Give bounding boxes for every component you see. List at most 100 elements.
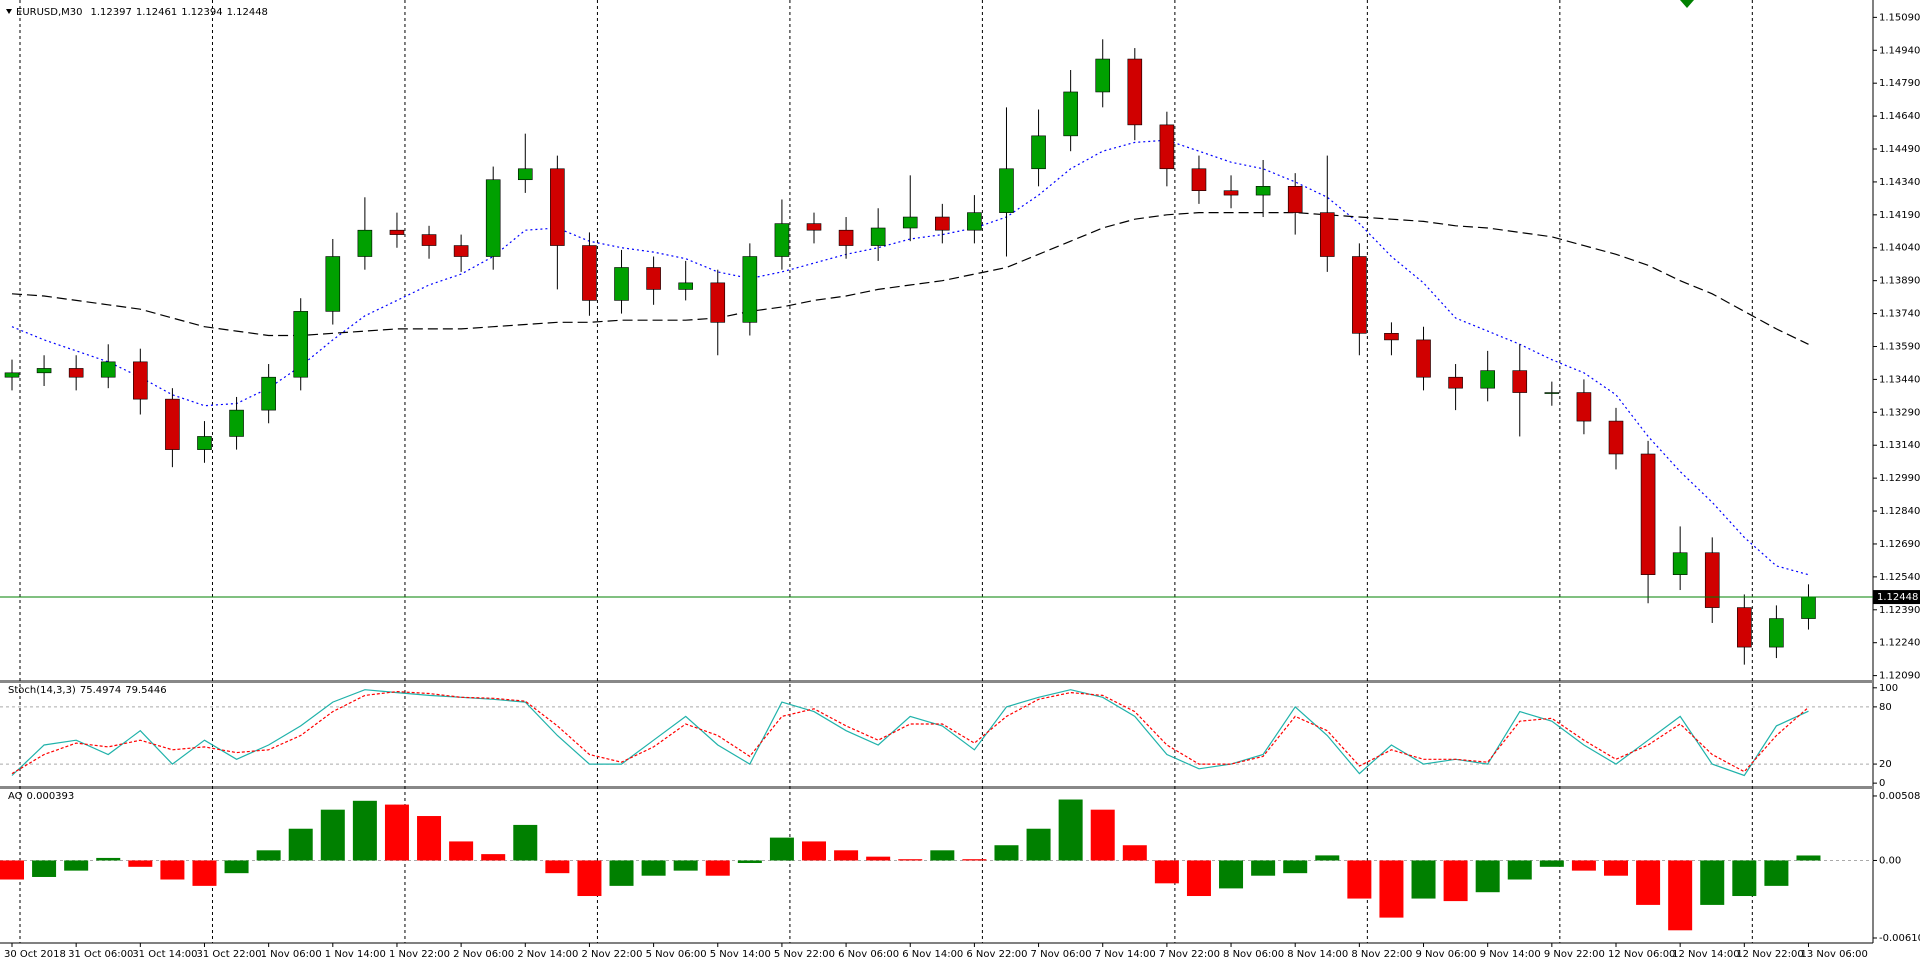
x-tick-label: 12 Nov 06:00 (1608, 949, 1675, 960)
panel-separator (0, 680, 1873, 683)
y-tick-label: -0.006107 (1879, 933, 1920, 944)
bar (160, 860, 185, 880)
indicator-line (11, 212, 1809, 345)
candle-body (582, 245, 597, 301)
x-tick-label: 13 Nov 06:00 (1800, 949, 1867, 960)
bar (994, 845, 1019, 861)
indicator-value: 79.5446 (125, 685, 166, 696)
bar (384, 804, 409, 861)
bar (866, 856, 891, 861)
bar (1251, 860, 1276, 876)
y-tick-label: 1.12990 (1879, 473, 1920, 484)
candle-body (517, 168, 533, 181)
bar (1443, 860, 1468, 902)
bar (609, 860, 634, 886)
x-tick-label: 1 Nov 22:00 (389, 949, 450, 960)
indicator-title: AO 0.000393 (8, 791, 74, 802)
y-tick-label: 80 (1879, 702, 1892, 713)
candle-body (646, 267, 661, 290)
y-tick-label: 1.12540 (1879, 572, 1920, 583)
candle-body (1384, 333, 1399, 341)
bar (256, 850, 281, 861)
bar (737, 860, 762, 864)
candle-body (1191, 168, 1207, 191)
candle-body (453, 245, 469, 257)
candle-body (485, 179, 501, 257)
candle-body (1255, 186, 1271, 196)
candle-body (1063, 91, 1078, 137)
x-tick-label: 7 Nov 22:00 (1159, 949, 1220, 960)
candle-body (229, 409, 244, 437)
candle-body (678, 282, 693, 290)
candle-body (1287, 186, 1303, 213)
candle-body (389, 229, 405, 235)
candle-body (742, 256, 758, 323)
x-tick-label: 1 Nov 14:00 (325, 949, 386, 960)
indicator-value: 0.000393 (27, 791, 75, 802)
bar (449, 841, 474, 861)
bar (288, 828, 313, 861)
indicator-name: Stoch(14,3,3) (8, 685, 76, 696)
candle-body (935, 216, 950, 231)
y-tick-label: 1.12240 (1879, 638, 1920, 649)
y-tick-label: 1.12390 (1879, 605, 1920, 616)
candle-body (293, 311, 309, 378)
candle-body (1801, 596, 1816, 619)
bar (1700, 860, 1725, 905)
bar (417, 816, 442, 861)
bar (224, 860, 249, 874)
y-tick-label: 1.14790 (1879, 78, 1920, 89)
candle-body (1319, 212, 1335, 257)
x-tick-label: 5 Nov 14:00 (710, 949, 771, 960)
y-tick-label: 0.00508 (1879, 791, 1920, 802)
y-tick-label: 1.12090 (1879, 671, 1920, 682)
y-tick-label: 1.14490 (1879, 144, 1920, 155)
x-tick-label: 12 Nov 14:00 (1672, 949, 1739, 960)
y-tick-label: 0 (1879, 778, 1885, 789)
x-tick-label: 2 Nov 14:00 (517, 949, 578, 960)
candle-body (1576, 392, 1592, 422)
candle-body (870, 227, 886, 246)
bar (1796, 855, 1821, 861)
bar (641, 860, 666, 876)
bar (1283, 860, 1308, 874)
candle-body (1480, 370, 1495, 389)
candle-body (261, 376, 276, 411)
bar (1090, 809, 1115, 861)
candle-body (1640, 453, 1656, 575)
bar (1379, 860, 1404, 918)
header-value: 1.12397 (90, 7, 131, 18)
bar (481, 854, 506, 861)
y-tick-label: 1.13140 (1879, 440, 1920, 451)
x-tick-label: 6 Nov 22:00 (966, 949, 1027, 960)
y-tick-label: 0.00 (1879, 855, 1901, 866)
candle-body (100, 361, 116, 378)
bar (1764, 860, 1789, 886)
candle-body (1672, 552, 1688, 575)
y-tick-label: 1.15090 (1879, 12, 1920, 23)
y-tick-label: 1.13740 (1879, 309, 1920, 320)
candle-body (357, 229, 373, 257)
x-tick-label: 6 Nov 06:00 (838, 949, 899, 960)
candle-body (1416, 339, 1431, 378)
bar (930, 850, 955, 861)
y-tick-label: 1.14190 (1879, 210, 1920, 221)
candle-body (36, 368, 52, 374)
y-tick-label: 1.12840 (1879, 506, 1920, 517)
x-tick-label: 12 Nov 22:00 (1736, 949, 1803, 960)
x-tick-label: 2 Nov 22:00 (581, 949, 642, 960)
candle-body (967, 212, 982, 231)
bar (802, 841, 826, 861)
bar (1636, 860, 1661, 905)
bar (1219, 860, 1244, 889)
bar (1571, 860, 1596, 871)
candle-body (4, 372, 20, 378)
bar (769, 837, 794, 861)
candle-body (774, 223, 790, 257)
x-tick-label: 31 Oct 22:00 (196, 949, 261, 960)
candle-body (1159, 124, 1175, 170)
y-tick-label: 1.14040 (1879, 243, 1920, 254)
bar (1539, 860, 1564, 867)
